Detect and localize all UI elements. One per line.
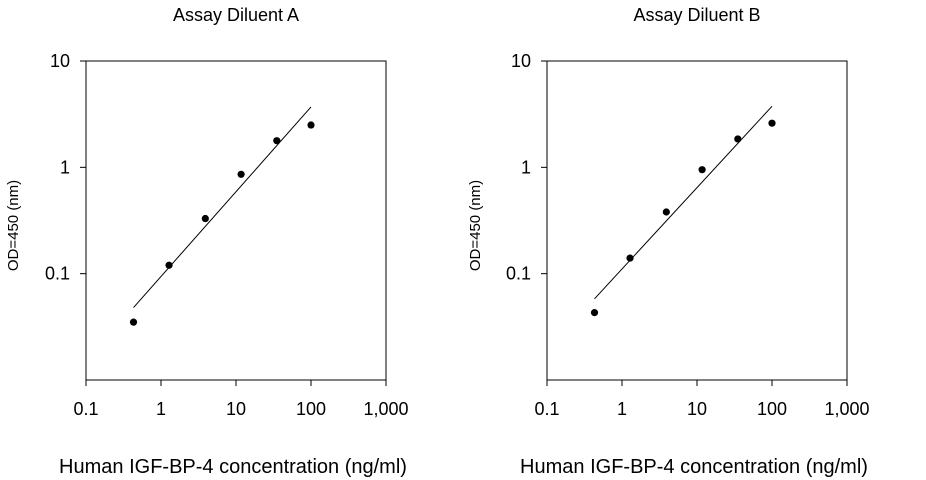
plot-frame xyxy=(546,60,848,381)
y-tick-label: 10 xyxy=(511,51,531,71)
y-tick-label: 0.1 xyxy=(45,264,70,284)
x-tick-label: 1,000 xyxy=(824,399,869,419)
data-point xyxy=(165,261,173,269)
x-tick-label: 0.1 xyxy=(73,399,98,419)
chart-title: Assay Diluent A xyxy=(173,5,299,25)
y-axis-label: OD=450 (nm) xyxy=(467,180,484,271)
chart-title: Assay Diluent B xyxy=(633,5,760,25)
chart-panel-2: Assay Diluent B 0.1 1 10 100 1,000 0.1 1 10 OD=45… xyxy=(467,5,870,478)
x-tick-label: 0.1 xyxy=(534,399,559,419)
x-tick-label: 10 xyxy=(687,399,707,419)
x-tick-label: 100 xyxy=(757,399,787,419)
data-point xyxy=(129,318,138,326)
y-tick-label: 0.1 xyxy=(506,264,531,284)
chart-panel-1: Assay Diluent A 0.1 1 10 100 1,000 0.1 1 10 OD=45… xyxy=(5,5,409,478)
fit-line xyxy=(133,106,312,308)
data-point xyxy=(768,119,776,127)
y-tick-label: 1 xyxy=(521,157,531,177)
x-tick-label: 10 xyxy=(226,399,246,419)
data-point xyxy=(590,309,599,317)
x-tick-label: 1,000 xyxy=(363,399,408,419)
x-axis-label: Human IGF-BP-4 concentration (ng/ml) xyxy=(520,456,868,478)
y-tick-label: 10 xyxy=(50,51,70,71)
data-point xyxy=(237,170,245,178)
x-tick-label: 1 xyxy=(156,399,166,419)
data-point xyxy=(626,254,634,262)
x-tick-label: 1 xyxy=(617,399,627,419)
data-point xyxy=(273,137,281,145)
data-point xyxy=(307,121,315,129)
y-tick-label: 1 xyxy=(60,157,70,177)
x-tick-label: 100 xyxy=(296,399,326,419)
data-point xyxy=(201,214,209,223)
x-axis-label: Human IGF-BP-4 concentration (ng/ml) xyxy=(59,456,407,478)
y-axis-label: OD=450 (nm) xyxy=(5,180,22,271)
plot-frame xyxy=(85,60,387,381)
data-point xyxy=(698,166,706,174)
data-point xyxy=(662,208,670,216)
fit-line xyxy=(594,105,773,300)
data-point xyxy=(734,135,742,143)
